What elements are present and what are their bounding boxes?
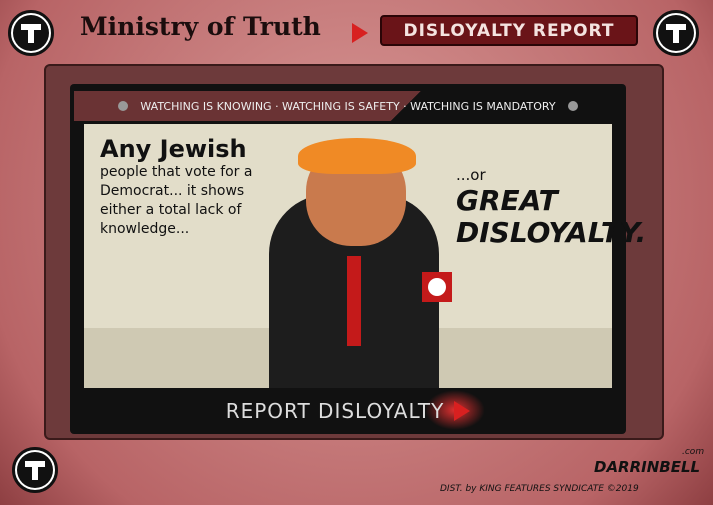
speech-right: ...or GREAT DISLOYALTY. [456,165,647,249]
speech-left-emphasis: Any Jewish [100,135,247,163]
t-symbol-icon [8,10,54,56]
t-symbol-icon [653,10,699,56]
figure-hair [298,138,416,174]
report-label: REPORT DISLOYALTY [225,399,445,423]
speech-left-text: people that vote for a Democrat... it sh… [100,164,253,237]
armband [422,272,452,302]
play-icon [454,401,471,421]
disloyalty-report-button[interactable]: Disloyalty Report [380,15,638,46]
page-title: Ministry of Truth [80,12,321,41]
red-tie [347,256,361,346]
ticker-bar: WATCHING IS KNOWING · WATCHING IS SAFETY… [74,91,622,121]
signature-text: DARRINBELL [594,458,701,476]
ticker-text: WATCHING IS KNOWING · WATCHING IS SAFETY… [140,99,556,113]
signature-suffix: .com [682,447,705,457]
screw-icon [567,101,578,111]
report-disloyalty-button[interactable]: REPORT DISLOYALTY [84,392,612,430]
play-icon [352,23,368,43]
speech-right-lead: ...or [456,166,486,184]
cartoon-panel [84,124,612,388]
speech-left: Any Jewish people that vote for a Democr… [100,137,260,239]
speech-right-emphasis: GREAT DISLOYALTY. [456,184,647,249]
t-symbol-icon [12,447,58,493]
credit-line: DIST. by KING FEATURES SYNDICATE ©2019 [440,484,639,494]
screw-icon [118,101,129,111]
